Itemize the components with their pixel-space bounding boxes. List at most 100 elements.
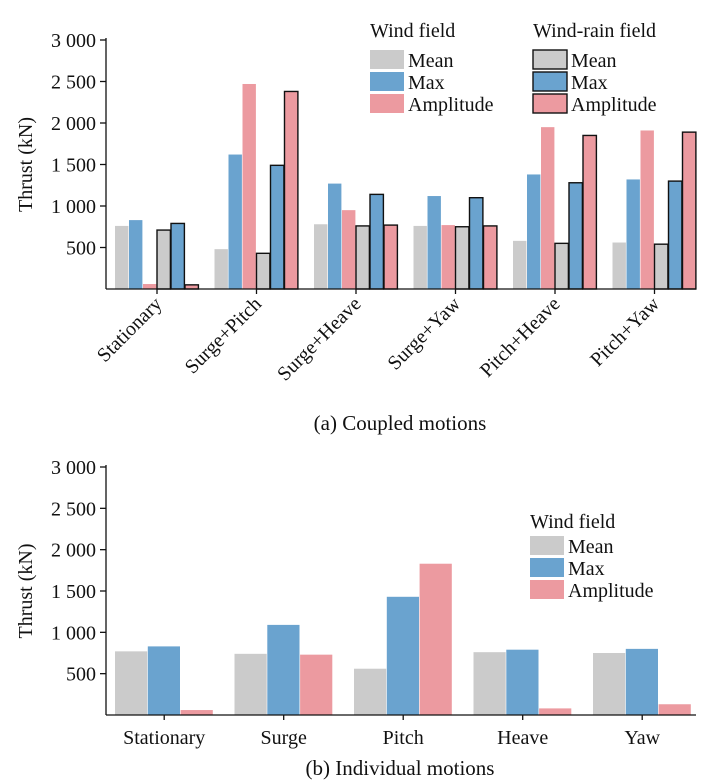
bar-mean-wind-rain bbox=[554, 242, 570, 290]
bar-max-wind-rain bbox=[269, 164, 285, 290]
bar-max-wind-rain bbox=[170, 222, 186, 290]
bar-amplitude-wind bbox=[300, 654, 333, 715]
bar-max-wind-rain bbox=[667, 180, 683, 290]
panel-individual-motions: 500 1 000 1 500 2 000 2 500 3 000 Thrust (kN) S… bbox=[15, 457, 696, 780]
bar-max-wind-rain bbox=[568, 182, 584, 290]
bar-mean-wind bbox=[413, 225, 427, 289]
x-tick-label: Stationary bbox=[123, 727, 205, 749]
bar-max-wind bbox=[267, 624, 300, 715]
bar-mean-wind bbox=[115, 225, 129, 289]
y-tick-label: 3 000 bbox=[51, 30, 96, 52]
legend-swatch-amplitude bbox=[530, 580, 564, 599]
bar-max-wind bbox=[228, 154, 242, 289]
x-tick-label: Surge+Yaw bbox=[383, 293, 465, 375]
bar-amplitude-wind-rain bbox=[582, 134, 598, 290]
bar-mean-wind-rain bbox=[653, 243, 669, 290]
y-tick-label: 500 bbox=[66, 238, 96, 260]
bar-amplitude-wind bbox=[441, 225, 455, 289]
bar-mean-wind bbox=[593, 653, 626, 715]
bar-mean-wind-rain bbox=[454, 226, 470, 290]
legend-title: Wind field bbox=[530, 511, 615, 533]
y-tick-label: 3 000 bbox=[51, 457, 96, 479]
y-tick-label: 500 bbox=[66, 664, 96, 686]
bar-amplitude-wind-rain bbox=[283, 90, 299, 290]
bar-mean-wind bbox=[513, 240, 527, 289]
x-tick-label: Pitch bbox=[383, 727, 424, 749]
legend-swatch-amplitude bbox=[532, 93, 568, 114]
panel-coupled-motions: 500 1 000 1 500 2 000 2 500 3 000 Thrust (kN) S… bbox=[15, 20, 697, 435]
x-tick-label: Surge bbox=[261, 727, 307, 749]
bar-mean-wind bbox=[354, 668, 387, 715]
y-tick-label: 1 000 bbox=[51, 196, 96, 218]
legend-swatch-max bbox=[370, 72, 404, 91]
bar-max-wind bbox=[386, 596, 419, 715]
bar-mean-wind bbox=[234, 653, 267, 715]
x-tick-label: Surge+Pitch bbox=[181, 293, 266, 378]
bar-max-wind bbox=[427, 196, 441, 289]
panel-caption: (a) Coupled motions bbox=[314, 411, 487, 435]
x-tick-label: Pitch+Yaw bbox=[586, 293, 664, 371]
legend-label: Amplitude bbox=[568, 580, 654, 602]
legend-label: Mean bbox=[568, 536, 614, 558]
bar-max-wind-rain bbox=[369, 193, 385, 290]
x-tick-label: Heave bbox=[497, 727, 548, 749]
legend-label: Max bbox=[568, 558, 605, 580]
bar-amplitude-wind bbox=[242, 83, 256, 290]
y-tick-label: 1 500 bbox=[51, 581, 96, 603]
bar-max-wind bbox=[506, 649, 539, 715]
y-tick-label: 2 000 bbox=[51, 113, 96, 135]
bar-max-wind bbox=[147, 646, 180, 715]
legend-title: Wind-rain field bbox=[533, 20, 656, 42]
y-tick-label: 1 500 bbox=[51, 155, 96, 177]
legend-label: Amplitude bbox=[571, 94, 657, 116]
bar-amplitude-wind-rain bbox=[681, 131, 697, 290]
bar-amplitude-wind bbox=[658, 704, 691, 715]
legend-title: Wind field bbox=[370, 20, 455, 42]
bar-max-wind bbox=[527, 174, 541, 289]
bar-amplitude-wind bbox=[640, 130, 654, 289]
bar-amplitude-wind bbox=[342, 210, 356, 289]
legend-swatch-mean bbox=[532, 49, 568, 70]
y-tick-label: 2 500 bbox=[51, 72, 96, 94]
legend-label: Mean bbox=[571, 50, 617, 72]
bar-max-wind bbox=[328, 183, 342, 289]
bar-amplitude-wind bbox=[143, 284, 157, 289]
bar-amplitude-wind-rain bbox=[482, 225, 498, 290]
y-tick-label: 2 500 bbox=[51, 498, 96, 520]
legend-swatch-max bbox=[532, 71, 568, 92]
bar-mean-wind bbox=[115, 651, 148, 715]
y-axis-label: Thrust (kN) bbox=[15, 544, 37, 639]
x-tick-label: Pitch+Heave bbox=[476, 293, 565, 382]
legend-swatch-amplitude bbox=[370, 94, 404, 113]
bar-amplitude-wind bbox=[541, 127, 555, 290]
legend-swatch-mean bbox=[370, 50, 404, 69]
bar-mean-wind bbox=[214, 249, 228, 289]
x-tick-label: Stationary bbox=[93, 293, 167, 367]
y-axis-label: Thrust (kN) bbox=[15, 117, 37, 212]
bar-max-wind bbox=[626, 179, 640, 289]
bar-mean-wind bbox=[473, 652, 506, 715]
x-tick-label: Surge+Heave bbox=[273, 293, 365, 385]
bar-amplitude-wind-rain bbox=[383, 224, 399, 290]
legend-label: Max bbox=[571, 72, 608, 94]
y-tick-label: 1 000 bbox=[51, 622, 96, 644]
bar-amplitude-wind bbox=[419, 563, 452, 715]
legend-label: Max bbox=[408, 72, 445, 94]
legend-label: Amplitude bbox=[408, 94, 494, 116]
bar-max-wind-rain bbox=[468, 196, 484, 290]
bar-mean-wind-rain bbox=[255, 252, 271, 290]
bar-mean-wind-rain bbox=[355, 225, 371, 290]
y-tick-label: 2 000 bbox=[51, 540, 96, 562]
legend-label: Mean bbox=[408, 50, 454, 72]
bar-mean-wind-rain bbox=[156, 229, 172, 290]
panel-caption: (b) Individual motions bbox=[306, 756, 495, 780]
x-tick-label: Yaw bbox=[624, 727, 660, 749]
bar-max-wind bbox=[129, 220, 143, 289]
bar-mean-wind bbox=[612, 242, 626, 289]
legend-swatch-max bbox=[530, 558, 564, 577]
legend-swatch-mean bbox=[530, 536, 564, 555]
bar-amplitude-wind bbox=[180, 710, 213, 715]
bar-mean-wind bbox=[314, 224, 328, 289]
bar-amplitude-wind bbox=[539, 708, 572, 715]
